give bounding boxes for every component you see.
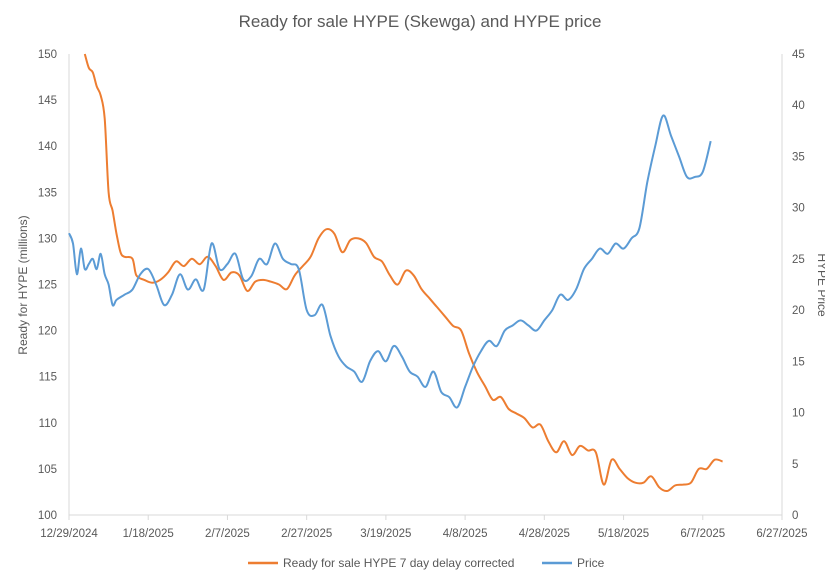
y-tick-label: 100 xyxy=(38,510,57,522)
series-layer xyxy=(68,53,723,493)
y2-tick-label: 15 xyxy=(792,356,805,368)
y2-tick-label: 35 xyxy=(792,151,805,163)
y2-tick-label: 30 xyxy=(792,203,805,215)
y-tick-label: 140 xyxy=(38,141,57,153)
x-tick-label: 4/28/2025 xyxy=(519,528,570,540)
y-axis-title: Ready for HYPE (millions) xyxy=(16,215,30,354)
series-line-price xyxy=(68,114,712,409)
y-tick-label: 115 xyxy=(39,372,57,384)
y-axis-ticks: 100 105 110 115 120 125 130 135 140 145 150 xyxy=(38,49,57,522)
y2-tick-label: 5 xyxy=(792,459,798,471)
y-tick-label: 110 xyxy=(39,418,57,430)
legend-label-supply: Ready for sale HYPE 7 day delay correcte… xyxy=(283,556,514,570)
x-tick-label: 6/27/2025 xyxy=(756,528,807,540)
y-tick-label: 125 xyxy=(38,280,57,292)
y2-axis-ticks: 0 5 10 15 20 25 30 35 40 45 xyxy=(792,49,805,522)
y-tick-label: 150 xyxy=(38,49,57,61)
x-tick-label: 2/7/2025 xyxy=(205,528,250,540)
series-line-supply xyxy=(83,53,723,493)
y-tick-label: 145 xyxy=(38,95,57,107)
x-tick-label: 1/18/2025 xyxy=(123,528,174,540)
x-tick-label: 3/19/2025 xyxy=(360,528,411,540)
y2-tick-label: 25 xyxy=(792,254,805,266)
x-tick-label: 4/8/2025 xyxy=(443,528,488,540)
x-tick-label: 6/7/2025 xyxy=(680,528,725,540)
y-tick-label: 130 xyxy=(38,233,57,245)
y-tick-label: 105 xyxy=(38,464,57,476)
chart-title: Ready for sale HYPE (Skewga) and HYPE pr… xyxy=(239,12,602,31)
x-tick-label: 12/29/2024 xyxy=(40,528,98,540)
y-tick-label: 135 xyxy=(38,187,57,199)
y2-tick-label: 20 xyxy=(792,305,805,317)
y2-tick-label: 10 xyxy=(792,408,805,420)
x-tick-label: 5/18/2025 xyxy=(598,528,649,540)
legend: Ready for sale HYPE 7 day delay correcte… xyxy=(248,556,605,570)
y2-axis-title: HYPE Price xyxy=(815,253,825,317)
y2-tick-label: 45 xyxy=(792,49,805,61)
x-axis-ticks: 12/29/2024 1/18/2025 2/7/2025 2/27/2025 3/19… xyxy=(40,515,808,540)
y-tick-label: 120 xyxy=(38,326,57,338)
x-tick-label: 2/27/2025 xyxy=(281,528,332,540)
legend-label-price: Price xyxy=(577,556,605,570)
y2-tick-label: 40 xyxy=(792,100,805,112)
y2-tick-label: 0 xyxy=(792,510,798,522)
